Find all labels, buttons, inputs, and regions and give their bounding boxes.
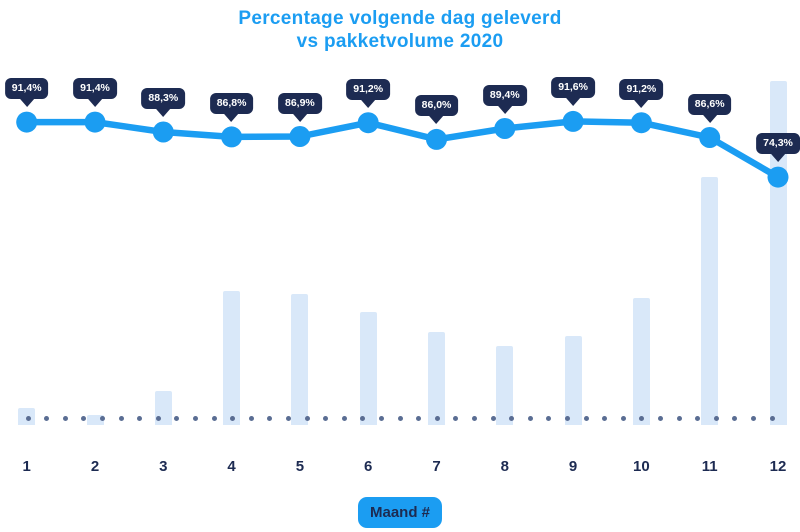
line-marker-month-11 bbox=[699, 127, 721, 148]
baseline-dot bbox=[285, 416, 291, 421]
baseline-dot bbox=[25, 416, 31, 421]
x-tick-label-3: 3 bbox=[159, 458, 168, 475]
volume-bar-month-4 bbox=[223, 290, 241, 425]
baseline-dot bbox=[676, 416, 682, 421]
x-tick-label-4: 4 bbox=[227, 458, 236, 475]
volume-bar-month-2 bbox=[86, 414, 104, 425]
value-tooltip-month-10: 91,2% bbox=[619, 78, 664, 100]
baseline-dot bbox=[211, 416, 217, 421]
value-tooltip-month-4: 86,8% bbox=[209, 92, 254, 114]
value-tooltip-month-1: 91,4% bbox=[4, 78, 49, 100]
volume-bar-month-6 bbox=[359, 311, 377, 425]
line-marker-month-4 bbox=[221, 126, 243, 148]
baseline-dot bbox=[713, 416, 719, 421]
baseline-dot bbox=[527, 416, 533, 421]
baseline-dot bbox=[620, 416, 626, 421]
volume-bar-month-9 bbox=[564, 335, 582, 425]
line-marker-month-3 bbox=[152, 121, 174, 143]
baseline-dot bbox=[378, 416, 384, 421]
baseline-dot bbox=[155, 416, 161, 421]
x-tick-label-5: 5 bbox=[295, 458, 305, 475]
volume-bar-month-7 bbox=[428, 332, 445, 425]
line-marker-month-2 bbox=[84, 111, 106, 133]
value-tooltip-month-5: 86,9% bbox=[278, 92, 322, 114]
baseline-dot bbox=[490, 416, 496, 421]
baseline-dot bbox=[137, 416, 143, 421]
baseline-dot bbox=[304, 416, 310, 421]
x-tick-label-7: 7 bbox=[432, 458, 441, 475]
value-tooltip-month-3: 88,3% bbox=[141, 88, 186, 109]
baseline-dot bbox=[81, 416, 87, 421]
baseline-dot bbox=[564, 416, 570, 421]
baseline-dot bbox=[416, 416, 422, 421]
value-tooltip-month-6: 91,2% bbox=[346, 78, 391, 100]
baseline-dot bbox=[732, 416, 738, 421]
value-tooltip-month-11: 86,6% bbox=[687, 93, 732, 115]
chart-title-line-1: Percentage volgende dag geleverd bbox=[238, 8, 562, 29]
line-marker-month-6 bbox=[357, 112, 379, 134]
baseline-dot bbox=[118, 416, 124, 421]
volume-bar-month-10 bbox=[632, 297, 650, 425]
line-marker-month-1 bbox=[16, 111, 38, 133]
baseline-dot bbox=[192, 416, 198, 421]
value-tooltip-month-7: 86,0% bbox=[414, 95, 459, 117]
baseline-dot bbox=[397, 416, 403, 421]
baseline-dot bbox=[583, 416, 589, 421]
line-marker-month-10 bbox=[630, 112, 652, 134]
line-marker-month-5 bbox=[289, 126, 311, 147]
baseline-dot bbox=[230, 416, 236, 421]
baseline-dot bbox=[267, 416, 273, 421]
baseline-dot bbox=[44, 416, 50, 421]
percentage-line bbox=[23, 118, 782, 181]
volume-bar-month-8 bbox=[496, 345, 514, 425]
value-tooltip-month-12: 74,3% bbox=[756, 133, 800, 155]
baseline-dot bbox=[360, 416, 366, 421]
x-axis-label-badge: Maand # bbox=[357, 497, 443, 528]
baseline-dot bbox=[657, 416, 663, 421]
x-tick-label-10: 10 bbox=[633, 458, 650, 475]
line-marker-month-9 bbox=[562, 110, 584, 132]
baseline-dot bbox=[453, 416, 459, 421]
baseline-dot bbox=[62, 416, 68, 421]
value-tooltip-month-8: 89,4% bbox=[482, 84, 527, 106]
volume-bar-month-11 bbox=[701, 177, 719, 425]
baseline-dot bbox=[248, 416, 254, 421]
baseline-dot bbox=[471, 416, 477, 421]
baseline-dot bbox=[174, 416, 180, 421]
baseline-dot bbox=[323, 416, 329, 421]
x-tick-label-1: 1 bbox=[22, 458, 31, 475]
baseline-dot bbox=[546, 416, 552, 421]
baseline-dot bbox=[750, 416, 756, 421]
x-tick-label-11: 11 bbox=[701, 458, 718, 475]
x-tick-label-12: 12 bbox=[769, 458, 787, 475]
volume-bar-month-5 bbox=[291, 294, 309, 425]
x-tick-label-9: 9 bbox=[568, 458, 578, 475]
baseline-dot bbox=[769, 416, 775, 421]
baseline-dot bbox=[341, 416, 347, 421]
x-tick-label-2: 2 bbox=[90, 458, 100, 475]
x-tick-label-6: 6 bbox=[364, 458, 373, 475]
baseline-dot bbox=[434, 416, 440, 421]
x-tick-label-8: 8 bbox=[500, 458, 509, 475]
line-marker-month-7 bbox=[426, 128, 447, 150]
baseline-dot bbox=[99, 416, 105, 421]
chart-title-line-2: vs pakketvolume 2020 bbox=[296, 31, 504, 52]
baseline-dot bbox=[602, 416, 608, 421]
baseline-dot bbox=[639, 416, 645, 421]
line-marker-month-8 bbox=[494, 118, 516, 139]
value-tooltip-month-9: 91,6% bbox=[551, 77, 595, 99]
value-tooltip-month-2: 91,4% bbox=[73, 78, 117, 100]
baseline-dot bbox=[509, 416, 515, 421]
baseline-dot bbox=[695, 416, 701, 421]
